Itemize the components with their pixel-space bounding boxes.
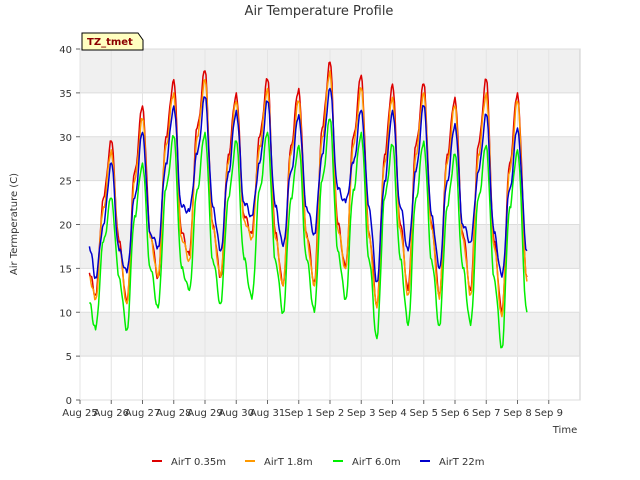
x-tick-label: Sep 9: [535, 408, 563, 419]
legend-label: AirT 0.35m: [171, 457, 226, 468]
y-tick-label: 20: [59, 221, 72, 232]
x-tick-label: Sep 2: [316, 408, 344, 419]
y-tick-label: 35: [59, 89, 72, 100]
x-tick-label: Aug 26: [94, 408, 129, 419]
y-tick-label: 40: [59, 45, 72, 56]
tz-tag: TZ_tmet: [81, 32, 144, 51]
x-tick-label: Sep 5: [410, 408, 438, 419]
x-tick-label: Aug 29: [187, 408, 222, 419]
x-tick-label: Sep 1: [285, 408, 313, 419]
x-tick-label: Aug 25: [62, 408, 97, 419]
y-tick-label: 5: [66, 352, 72, 363]
series-line-4: [88, 87, 528, 283]
x-tick-label: Aug 31: [250, 408, 285, 419]
series-line-2: [89, 70, 528, 318]
x-tick-label: Sep 3: [347, 408, 375, 419]
legend-label: AirT 1.8m: [264, 457, 313, 468]
x-axis-label: Time: [552, 425, 577, 436]
chart-title: Air Temperature Profile: [245, 4, 394, 19]
x-tick-label: Aug 30: [219, 408, 254, 419]
y-axis: 0 5 10 15 20 25 30 35 40: [59, 45, 80, 407]
x-tick-label: Sep 7: [472, 408, 500, 419]
series-layer: [88, 61, 528, 349]
legend-label: AirT 22m: [439, 457, 484, 468]
legend: AirT 0.35m AirT 1.8m AirT 6.0m AirT 22m: [152, 457, 484, 468]
y-tick-label: 10: [59, 308, 72, 319]
y-tick-label: 15: [59, 264, 72, 275]
y-tick-label: 0: [66, 396, 72, 407]
x-tick-label: Aug 27: [125, 408, 160, 419]
x-tick-label: Sep 4: [378, 408, 406, 419]
tz-tag-label: TZ_tmet: [87, 37, 133, 48]
x-tick-label: Sep 6: [441, 408, 469, 419]
x-tick-label: Sep 8: [503, 408, 531, 419]
y-tick-label: 30: [59, 133, 72, 144]
y-axis-label: Air Termperature (C): [9, 173, 20, 275]
tz-tag-box: [81, 32, 144, 51]
y-tick-label: 25: [59, 177, 72, 188]
x-tick-label: Aug 28: [156, 408, 191, 419]
series-line-3: [88, 118, 528, 349]
legend-label: AirT 6.0m: [352, 457, 401, 468]
